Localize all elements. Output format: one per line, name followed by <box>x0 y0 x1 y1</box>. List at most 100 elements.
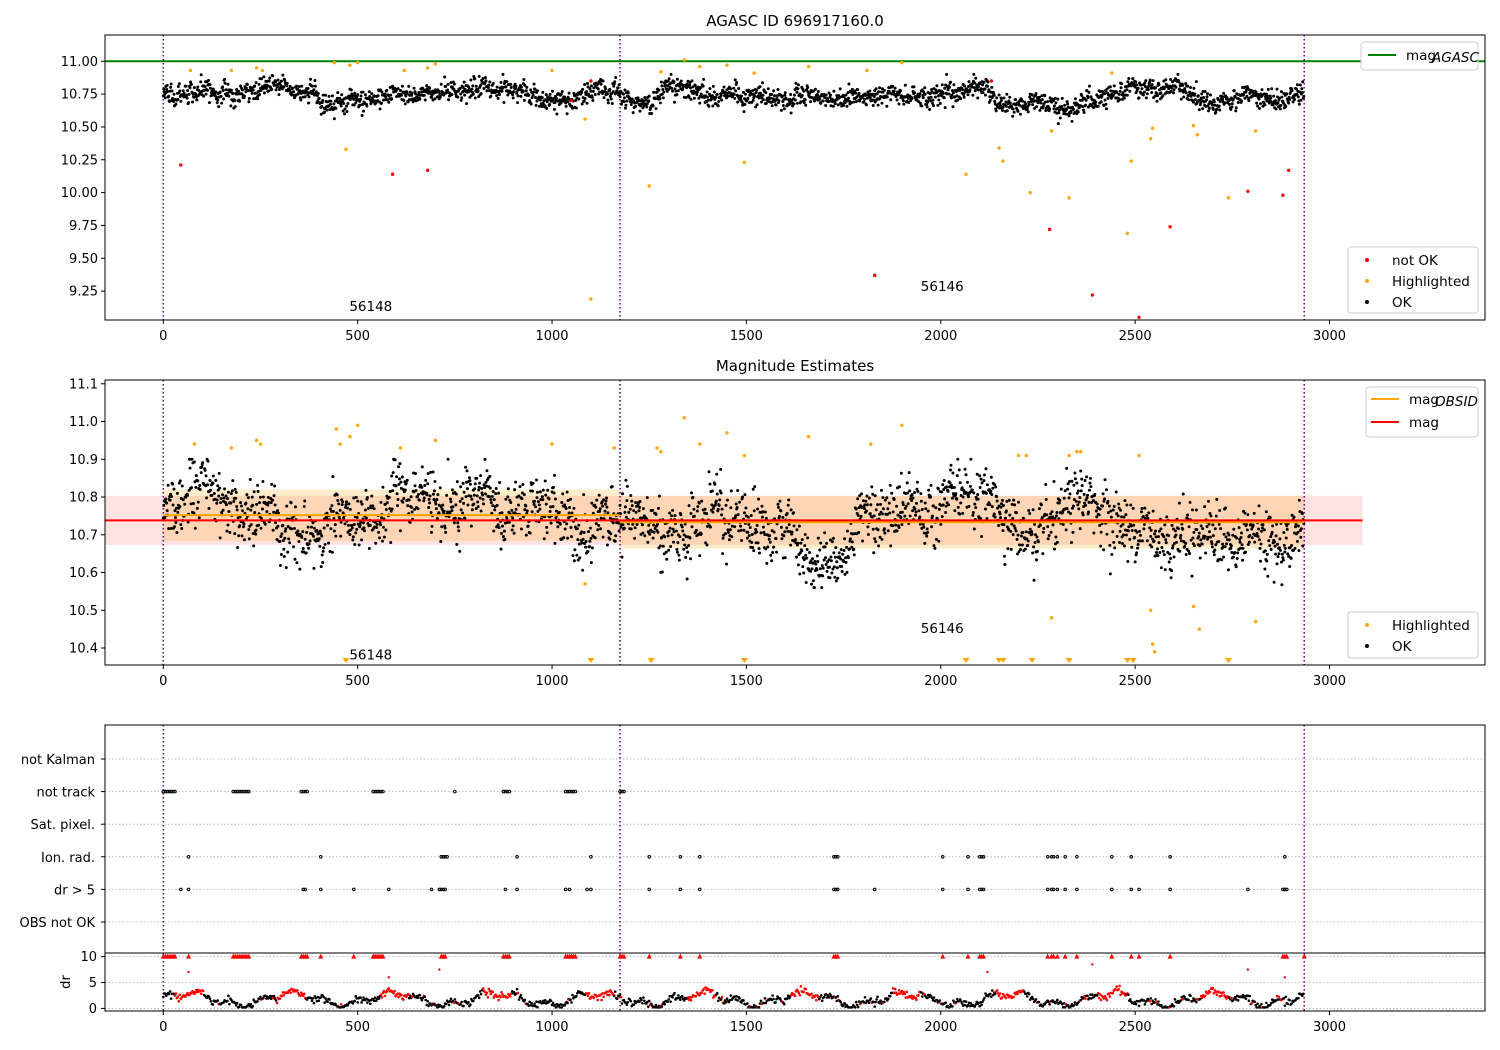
ok-point <box>868 96 872 100</box>
ok-point <box>992 93 996 97</box>
ok-point <box>341 500 345 504</box>
highlighted-point <box>698 64 702 69</box>
ok-point <box>961 495 965 499</box>
ok-point <box>178 505 182 509</box>
obsid-annotation: 56148 <box>349 647 392 663</box>
ok-point <box>1154 86 1158 90</box>
ok-point <box>525 511 529 515</box>
ok-point <box>811 89 815 93</box>
ok-point <box>608 94 612 98</box>
ok-point <box>254 81 258 85</box>
ok-point <box>641 531 645 535</box>
flag-point <box>515 855 519 859</box>
ok-point <box>353 91 357 95</box>
ok-point <box>241 525 245 529</box>
ok-point <box>842 103 846 107</box>
flag-point <box>301 789 306 794</box>
ok-point <box>795 528 799 532</box>
ok-point <box>1092 531 1096 535</box>
ok-point <box>338 508 342 512</box>
ok-point <box>162 87 166 91</box>
ok-point <box>519 527 523 531</box>
flag-point <box>567 789 572 794</box>
ok-point <box>485 469 489 473</box>
ok-point <box>608 537 612 541</box>
ok-point <box>923 541 927 545</box>
ok-point <box>813 559 817 563</box>
ok-point <box>966 480 969 484</box>
ok-point <box>1280 95 1284 99</box>
ok-point <box>875 92 879 96</box>
flag-point <box>1055 855 1060 859</box>
ok-point <box>926 509 930 513</box>
ok-point <box>243 511 247 515</box>
ok-point <box>491 81 495 85</box>
ok-point <box>746 530 750 534</box>
ok-point <box>1206 535 1210 539</box>
ok-point <box>396 465 400 469</box>
ok-point <box>1075 481 1079 485</box>
ok-point <box>908 489 912 493</box>
ok-point <box>651 104 655 108</box>
highlighted-point <box>1191 604 1196 609</box>
ok-point <box>1274 534 1278 538</box>
ok-point <box>1167 560 1171 564</box>
ok-point <box>1144 79 1148 83</box>
ok-point <box>1280 552 1284 556</box>
ok-point <box>473 482 477 486</box>
ok-point <box>1150 545 1154 549</box>
ok-point <box>871 104 875 108</box>
ok-point <box>226 523 230 527</box>
ok-point <box>316 91 320 95</box>
ok-point <box>998 101 1002 105</box>
ok-point <box>544 493 548 497</box>
ok-point <box>609 532 613 536</box>
ok-point <box>1300 512 1304 516</box>
ok-point <box>918 92 922 96</box>
ok-point <box>1163 568 1167 572</box>
ok-point <box>854 91 858 95</box>
ok-point <box>1245 528 1249 532</box>
x-tick-label: 1000 <box>535 674 568 689</box>
ok-point <box>724 503 728 507</box>
ok-point <box>188 466 192 470</box>
ok-point <box>497 526 501 530</box>
highlighted-point <box>742 160 747 165</box>
ok-point <box>656 530 660 534</box>
ok-point <box>1156 554 1160 558</box>
highlighted-point <box>1049 129 1054 133</box>
ok-point <box>1230 102 1234 106</box>
ok-point <box>707 104 711 108</box>
ok-point <box>715 472 719 476</box>
ok-point <box>913 91 917 95</box>
ok-point <box>211 481 215 485</box>
ok-point <box>500 89 504 93</box>
not-ok-point <box>1168 225 1172 229</box>
ok-point <box>1035 549 1039 553</box>
ok-point <box>847 82 851 86</box>
ok-point <box>1084 103 1088 107</box>
ok-point <box>899 471 903 475</box>
ok-point <box>886 529 890 533</box>
ok-point <box>1276 542 1280 546</box>
ok-point <box>553 541 557 545</box>
flag-point <box>834 855 838 859</box>
legend-label: not OK <box>1392 253 1439 269</box>
ok-point <box>1194 508 1198 512</box>
ok-point <box>952 83 956 87</box>
ok-point <box>1148 526 1152 530</box>
ok-point <box>983 87 987 91</box>
ok-point <box>584 540 588 544</box>
ok-point <box>1082 110 1086 114</box>
ok-point <box>948 85 952 89</box>
ok-point <box>619 525 623 529</box>
axes-frame <box>104 34 1486 321</box>
ok-point <box>713 482 717 486</box>
ok-point <box>532 502 536 506</box>
ok-point <box>175 531 179 535</box>
ok-point <box>624 478 628 482</box>
ok-point <box>795 101 799 105</box>
ok-point <box>178 89 182 93</box>
ok-point <box>574 98 578 102</box>
not-ok-point <box>1137 315 1141 320</box>
